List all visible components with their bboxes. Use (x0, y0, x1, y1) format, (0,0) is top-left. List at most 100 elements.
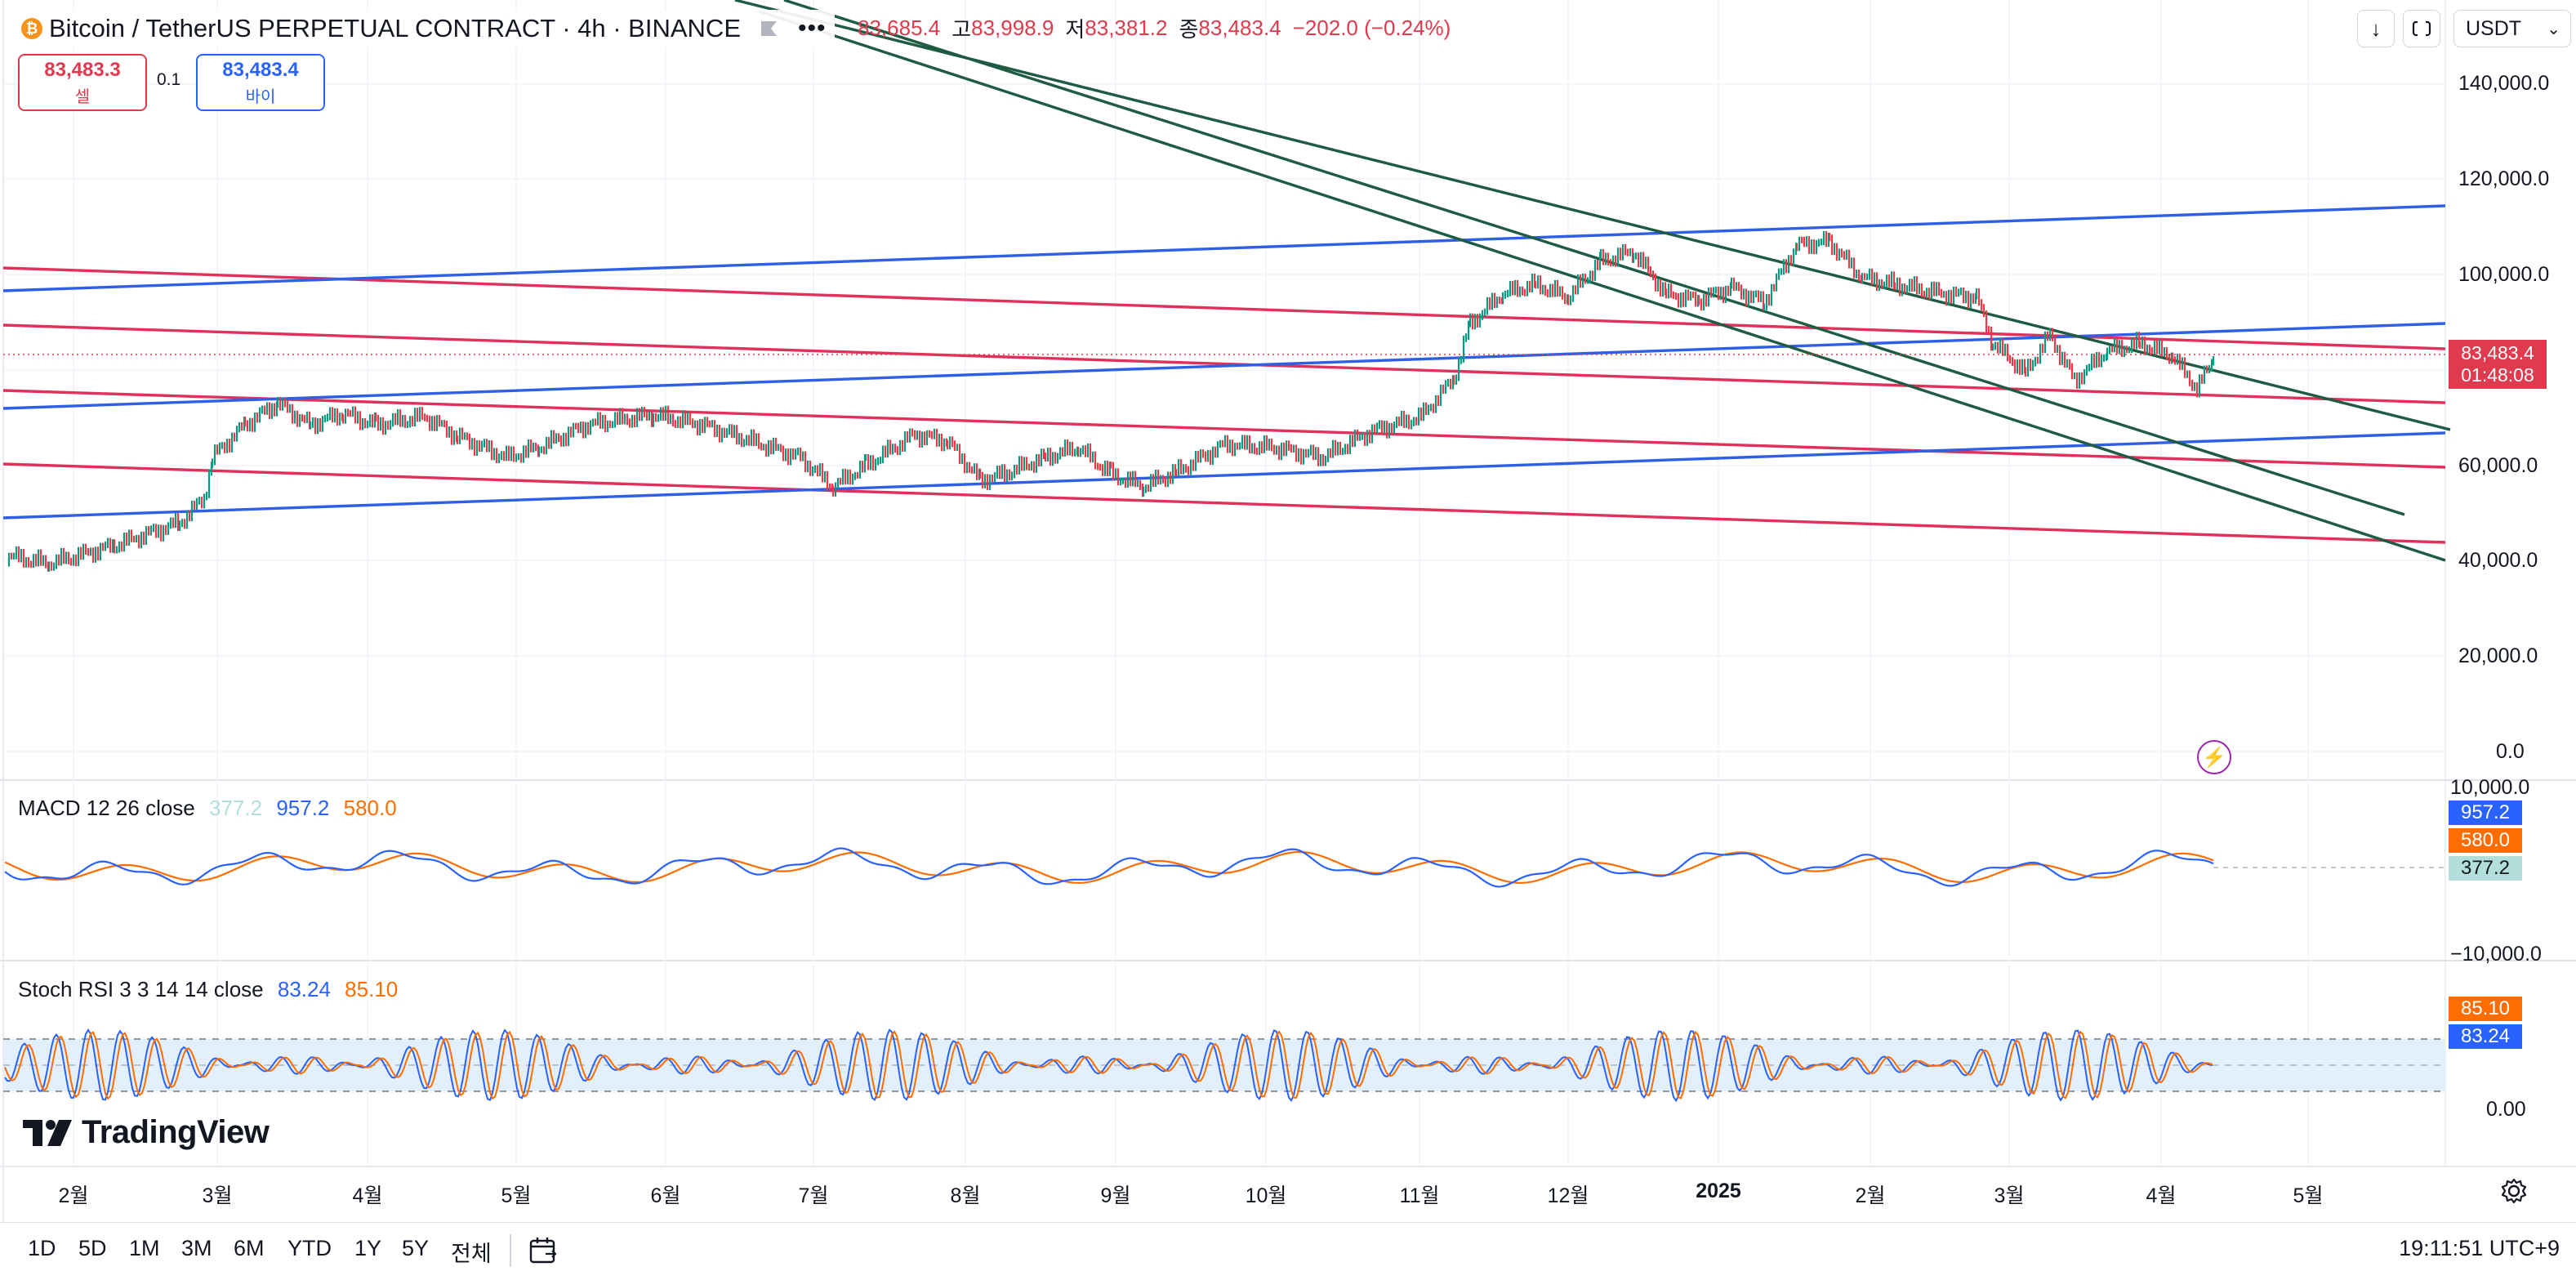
fullscreen-icon (2412, 20, 2431, 37)
time-axis-label: 3월 (202, 1184, 233, 1207)
macd-axis-label: 10,000.0 (2450, 776, 2530, 799)
ohlc-values: 83,685.4 고 83,998.9 저 83,381.2 종 83,483.4 −… (846, 11, 1451, 44)
macd-line-value: 957.2 (276, 796, 330, 820)
range-button-3m[interactable]: 3M (181, 1236, 212, 1260)
range-button-all[interactable]: 전체 (451, 1242, 492, 1266)
time-axis-label: 4월 (352, 1184, 383, 1207)
resistance-line (2, 323, 2446, 404)
macd-legend[interactable]: MACD 12 26 close 377.2 957.2 580.0 (18, 796, 397, 821)
resistance-line (2, 462, 2446, 544)
price-axis-label: 40,000.0 (2458, 549, 2538, 572)
range-button-1y[interactable]: 1Y (354, 1236, 382, 1260)
macd-signal-value: 580.0 (343, 796, 397, 820)
date-range-calendar-icon[interactable] (528, 1234, 560, 1267)
lightning-icon[interactable]: ⚡ (2197, 740, 2231, 774)
symbol-header[interactable]: ₿ Bitcoin / TetherUS PERPETUAL CONTRACT … (18, 10, 835, 47)
price-axis-label: 60,000.0 (2458, 454, 2538, 477)
settings-gear-icon[interactable] (2499, 1176, 2529, 1206)
price-axis-label: 100,000.0 (2458, 263, 2550, 286)
range-button-1d[interactable]: 1D (28, 1236, 56, 1260)
range-button-ytd[interactable]: YTD (287, 1236, 332, 1260)
time-axis-label: 10월 (1245, 1184, 1287, 1207)
trend-line (783, 0, 2405, 516)
stoch-k-tag: 83.24 (2449, 1024, 2522, 1049)
time-axis-label: 7월 (798, 1184, 829, 1207)
buy-price: 83,483.4 (222, 58, 299, 81)
high-label: 고 (952, 16, 972, 42)
price-axis-label: 140,000.0 (2458, 72, 2550, 95)
symbol-title: Bitcoin / TetherUS PERPETUAL CONTRACT · … (49, 14, 741, 42)
macd-hist-tag: 377.2 (2449, 856, 2522, 881)
macd-axis-label: −10,000.0 (2450, 943, 2542, 966)
arrow-down-icon: ↓ (2370, 16, 2382, 41)
open-value: 83,685.4 (858, 15, 941, 40)
support-line (2, 204, 2446, 292)
currency-select[interactable]: USDT ⌄ (2453, 10, 2571, 47)
macd-line-tag: 957.2 (2449, 801, 2522, 825)
time-axis-label: 2월 (58, 1184, 89, 1207)
tradingview-logo-icon (23, 1119, 72, 1146)
stoch-k-value: 83.24 (277, 977, 331, 1001)
time-axis-label: 5월 (2293, 1184, 2324, 1207)
buy-label: 바이 (245, 87, 276, 106)
bar-countdown: 01:48:08 (2461, 364, 2534, 386)
macd-signal-tag: 580.0 (2449, 828, 2522, 853)
time-axis-label: 9월 (1100, 1184, 1131, 1207)
time-axis-label: 6월 (650, 1184, 681, 1207)
support-line (2, 322, 2446, 410)
macd-hist-value: 377.2 (209, 796, 263, 820)
sell-price: 83,483.3 (44, 58, 121, 81)
time-axis-label: 12월 (1547, 1184, 1589, 1207)
macd-signal-line (4, 850, 2214, 885)
stoch-axis-label: 0.00 (2486, 1098, 2526, 1121)
time-axis-label: 2월 (1855, 1184, 1886, 1207)
resistance-line (2, 389, 2446, 469)
low-value: 83,381.2 (1085, 15, 1168, 40)
trend-line (734, 0, 2451, 431)
high-value: 83,998.9 (971, 15, 1054, 40)
time-axis-label: 3월 (1994, 1184, 2025, 1207)
support-line (2, 431, 2446, 520)
tradingview-logo[interactable]: TradingView (23, 1114, 270, 1151)
time-axis-label: 11월 (1399, 1184, 1440, 1207)
stoch-d-tag: 85.10 (2449, 997, 2522, 1021)
fullscreen-button[interactable] (2403, 10, 2440, 47)
stoch-legend[interactable]: Stoch RSI 3 3 14 14 close 83.24 85.10 (18, 977, 398, 1002)
stoch-k-line (4, 1028, 2213, 1103)
bitcoin-icon: ₿ (21, 18, 42, 39)
spread-value: 0.1 (157, 70, 181, 89)
stoch-title: Stoch RSI 3 3 14 14 close (18, 977, 264, 1001)
bottom-toolbar: 1D 5D 1M 3M 6M YTD 1Y 5Y 전체 19:11:51 UTC… (0, 1222, 2576, 1280)
macd-line (4, 847, 2214, 888)
clock[interactable]: 19:11:51 UTC+9 (2399, 1236, 2560, 1260)
time-axis-label: 2025 (1696, 1180, 1741, 1202)
resistance-line (2, 266, 2446, 350)
stoch-d-value: 85.10 (345, 977, 399, 1001)
more-icon[interactable]: ••• (798, 15, 827, 42)
range-button-1m[interactable]: 1M (129, 1236, 160, 1260)
trend-line (759, 10, 2446, 562)
flag-icon[interactable] (759, 19, 780, 38)
time-axis-label: 5월 (501, 1184, 532, 1207)
range-button-6m[interactable]: 6M (234, 1236, 265, 1260)
range-button-5d[interactable]: 5D (78, 1236, 107, 1260)
price-axis-label: 0.0 (2496, 740, 2525, 763)
buy-button[interactable]: 83,483.4 바이 (196, 54, 325, 111)
price-axis-label: 20,000.0 (2458, 644, 2538, 667)
close-label: 종 (1179, 16, 1199, 42)
range-button-5y[interactable]: 5Y (402, 1236, 430, 1260)
price-axis-label: 120,000.0 (2458, 167, 2550, 190)
low-label: 저 (1065, 16, 1085, 42)
time-axis-label: 4월 (2146, 1184, 2177, 1207)
tradingview-logo-text: TradingView (82, 1114, 270, 1150)
chevron-down-icon: ⌄ (2547, 20, 2560, 38)
sell-button[interactable]: 83,483.3 셀 (18, 54, 147, 111)
download-arrow-button[interactable]: ↓ (2357, 10, 2395, 47)
close-value: 83,483.4 (1198, 15, 1281, 40)
macd-title: MACD 12 26 close (18, 796, 195, 820)
current-price-tag: 83,483.4 01:48:08 (2449, 340, 2547, 389)
time-axis-label: 8월 (950, 1184, 981, 1207)
currency-value: USDT (2466, 16, 2522, 40)
candlesticks (7, 230, 2215, 572)
